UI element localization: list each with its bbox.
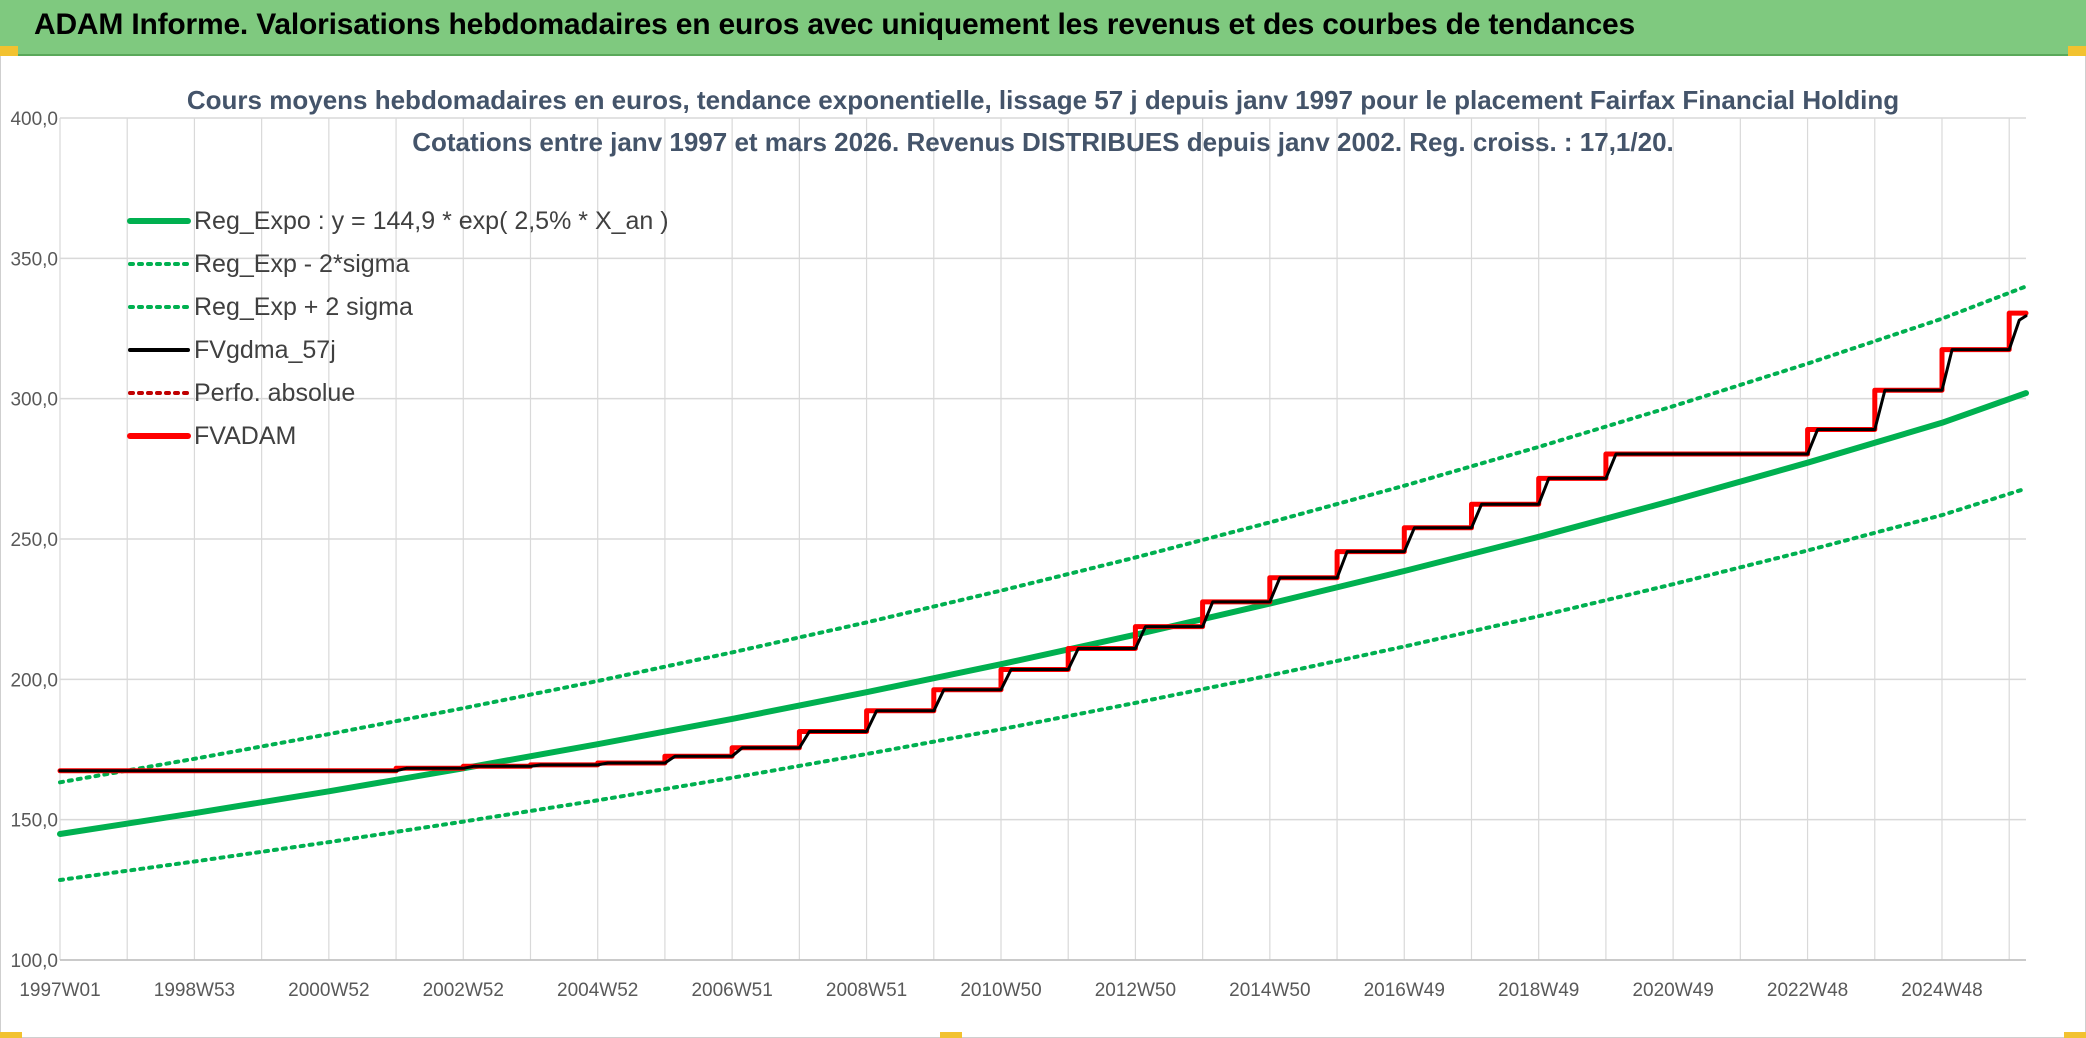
y-tick-label: 250,0 <box>10 530 58 551</box>
series-line-reg-exp-2-sigma <box>58 284 2028 785</box>
x-tick-label: 2018W49 <box>1498 980 1579 1001</box>
chart-title: Cours moyens hebdomadaires en euros, ten… <box>187 85 1899 157</box>
banner-corner-right <box>2068 46 2086 56</box>
bottom-corner-right <box>2064 1032 2086 1038</box>
y-tick-label: 100,0 <box>10 951 58 972</box>
y-tick-label: 350,0 <box>10 249 58 270</box>
legend-label: FVgdma_57j <box>194 336 336 364</box>
series-line-fvgdma-57j <box>58 314 2028 773</box>
series-lines <box>57 284 2029 882</box>
x-tick-label: 2016W49 <box>1364 980 1445 1001</box>
chart-area: 100,0 150,0 200,0 250,0 300,0 350,0 400,0 1997W… <box>10 85 2029 1001</box>
x-tick-label: 2004W52 <box>557 980 638 1001</box>
x-tick-label: 2010W50 <box>960 980 1041 1001</box>
report-banner: ADAM Informe. Valorisations hebdomadaire… <box>0 0 2086 56</box>
x-tick-label: 2012W50 <box>1095 980 1176 1001</box>
bottom-corner-mid <box>940 1032 962 1038</box>
legend-label: Reg_Exp - 2*sigma <box>194 250 409 278</box>
x-tick-label: 2024W48 <box>1901 980 1982 1001</box>
banner-corner-left <box>0 46 18 56</box>
report-title: ADAM Informe. Valorisations hebdomadaire… <box>34 8 1635 41</box>
legend-label: Perfo. absolue <box>194 379 355 407</box>
x-tick-label: 2000W52 <box>288 980 369 1001</box>
series-line-reg-expo-y-144-9-exp-2-5-x-an <box>57 390 2029 837</box>
legend-label: FVADAM <box>194 422 296 450</box>
series-line-reg-exp-2-sigma <box>58 486 2028 882</box>
x-tick-label: 2006W51 <box>691 980 772 1001</box>
y-tick-label: 300,0 <box>10 390 58 411</box>
y-tick-label: 150,0 <box>10 811 58 832</box>
y-tick-label: 200,0 <box>10 670 58 691</box>
x-tick-label: 2014W50 <box>1229 980 1310 1001</box>
chart-title-line-2: Cotations entre janv 1997 et mars 2026. … <box>412 127 1674 157</box>
gridlines <box>59 117 2026 961</box>
y-tick-label: 400,0 <box>10 109 58 130</box>
x-tick-label: 2008W51 <box>826 980 907 1001</box>
axes: 100,0 150,0 200,0 250,0 300,0 350,0 400,0 1997W… <box>10 109 2026 1001</box>
chart-title-line-1: Cours moyens hebdomadaires en euros, ten… <box>187 85 1899 115</box>
x-tick-label: 1997W01 <box>19 980 100 1001</box>
x-tick-label: 2002W52 <box>423 980 504 1001</box>
legend-label: Reg_Exp + 2 sigma <box>194 293 413 321</box>
bottom-corner-left <box>0 1032 22 1038</box>
x-tick-label: 2022W48 <box>1767 980 1848 1001</box>
bottom-bar <box>0 1032 2086 1038</box>
legend-label: Reg_Expo : y = 144,9 * exp( 2,5% * X_an … <box>194 207 669 235</box>
x-tick-label: 2020W49 <box>1632 980 1713 1001</box>
legend: Reg_Expo : y = 144,9 * exp( 2,5% * X_an … <box>127 207 669 450</box>
x-tick-label: 1998W53 <box>154 980 235 1001</box>
